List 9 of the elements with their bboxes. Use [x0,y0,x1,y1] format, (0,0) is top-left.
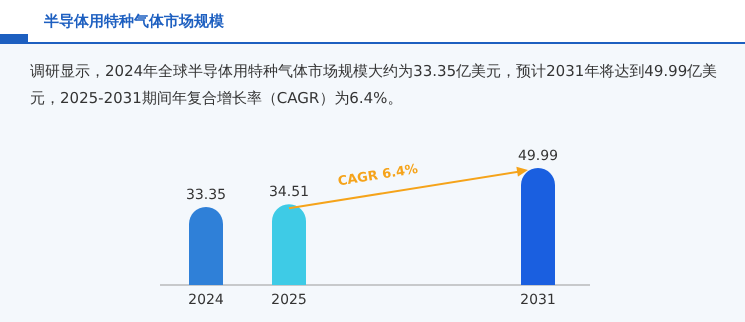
x-tick-label: 2031 [520,292,556,308]
x-tick-label: 2025 [271,292,307,308]
data-label: 49.99 [518,148,558,164]
chart-title: 半导体用特种气体市场规模 [44,12,224,31]
x-tick-label: 2024 [188,292,224,308]
annotation: CAGR 6.4% [336,162,420,190]
data-label: 33.35 [186,186,226,203]
data-label: 34.51 [268,184,310,200]
chart-subtitle: 调研显示，2024年全球半导体用特种气体市场规模大约为33.35亿美元，预计2031年将达到49.99亿美元，2025-2031期间年复合增长率（CAGR）为6.4%。 [30,61,718,109]
